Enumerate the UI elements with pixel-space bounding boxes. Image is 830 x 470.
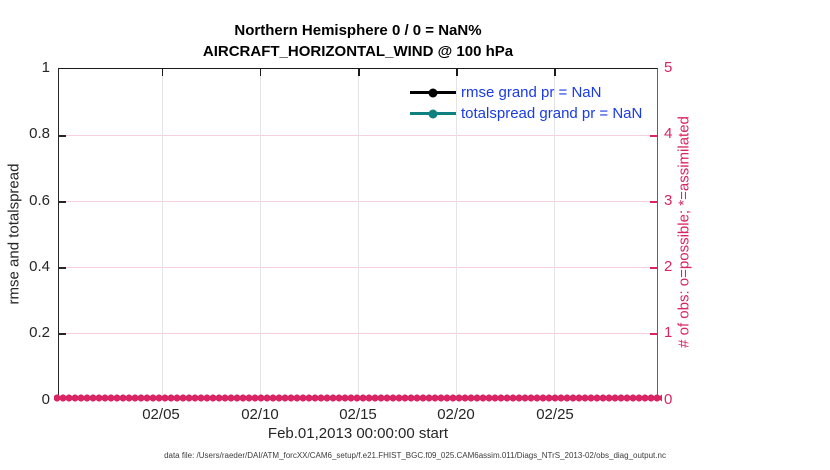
x-tick-mark (358, 69, 360, 76)
y-tick-mark-right (650, 267, 657, 269)
y-tick-mark-left (59, 201, 66, 203)
gridline-vertical (456, 69, 458, 399)
legend: rmse grand pr = NaN totalspread grand pr… (410, 82, 642, 124)
rmse-line-sample (410, 88, 456, 97)
left-tick-label: 0.4 (29, 258, 50, 275)
left-tick-label: 0.6 (29, 192, 50, 209)
y-tick-mark-right (650, 135, 657, 137)
rmse-marker-dot (428, 88, 438, 97)
legend-label-totalspread: totalspread grand pr = NaN (461, 105, 643, 122)
data-file-path: data file: /Users/raeder/DAI/ATM_forcXX/… (164, 451, 666, 460)
x-axis-label: Feb.01,2013 00:00:00 start (267, 425, 449, 442)
y-tick-mark-right (650, 201, 657, 203)
legend-item-totalspread: totalspread grand pr = NaN (410, 103, 642, 124)
right-axis-label: # of obs: o=possible; *=assimilated (675, 116, 693, 348)
right-tick-label: 2 (664, 258, 673, 275)
legend-label-rmse: rmse grand pr = NaN (461, 84, 602, 101)
y-tick-mark-left (59, 135, 66, 137)
chart-title: Northern Hemisphere 0 / 0 = NaN% AIRCRAF… (58, 20, 658, 62)
left-axis-label: rmse and totalspread (5, 163, 23, 305)
x-tick-label: 02/05 (142, 406, 180, 423)
right-tick-label: 4 (664, 125, 673, 142)
right-tick-label: 3 (664, 192, 673, 209)
totalspread-marker-dot (428, 109, 438, 118)
right-tick-label: 1 (664, 324, 673, 341)
totalspread-line-sample (410, 109, 456, 118)
x-tick-label: 02/25 (536, 406, 574, 423)
x-tick-mark (161, 69, 164, 76)
gridline-vertical (554, 69, 556, 399)
x-tick-label: 02/10 (241, 406, 279, 423)
legend-item-rmse: rmse grand pr = NaN (410, 82, 642, 103)
right-tick-label: 0 (664, 391, 673, 408)
plot-area (58, 68, 658, 400)
right-tick-label: 5 (664, 59, 673, 76)
left-tick-label: 1 (41, 59, 50, 76)
x-tick-mark (554, 69, 556, 76)
gridline-vertical (358, 69, 359, 399)
y-tick-mark-left (59, 267, 66, 269)
gridline-vertical (161, 69, 163, 399)
left-tick-label: 0.2 (29, 324, 50, 341)
title-line2: AIRCRAFT_HORIZONTAL_WIND @ 100 hPa (202, 43, 514, 60)
gridline-vertical (259, 69, 261, 399)
left-tick-label: 0 (41, 391, 50, 408)
left-tick-label: 0.8 (29, 125, 50, 142)
title-line1: Northern Hemisphere 0 / 0 = NaN% (234, 22, 482, 39)
x-tick-label: 02/20 (437, 406, 475, 423)
obs-count-markers-series (54, 393, 662, 403)
y-tick-mark-right (650, 333, 657, 335)
x-tick-mark (456, 69, 458, 76)
x-tick-mark (259, 69, 262, 76)
x-tick-label: 02/15 (339, 406, 377, 423)
y-tick-mark-left (59, 333, 66, 335)
